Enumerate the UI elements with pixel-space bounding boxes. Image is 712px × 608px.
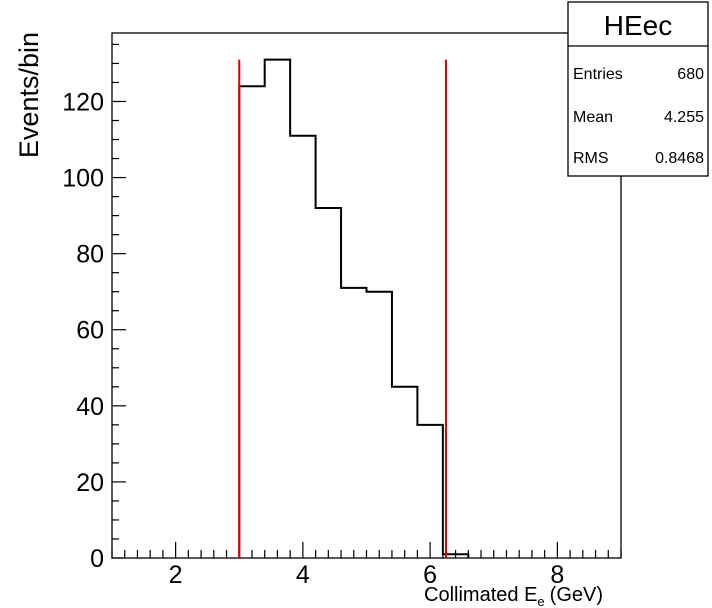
stats-rms-label: RMS — [573, 150, 609, 167]
stats-entries-value: 680 — [677, 66, 704, 83]
y-axis-title: Events/bin — [14, 32, 44, 158]
stats-box: HEec Entries 680 Mean 4.255 RMS 0.8468 — [567, 1, 709, 177]
y-tick-label: 120 — [62, 88, 104, 116]
stats-title: HEec — [604, 10, 672, 41]
y-tick-label: 40 — [76, 393, 104, 421]
stats-rms-value: 0.8468 — [655, 150, 704, 167]
x-tick-label: 6 — [423, 561, 437, 589]
stats-mean-label: Mean — [573, 109, 613, 126]
x-axis-title-unit: (GeV) — [550, 584, 603, 606]
x-tick-label: 4 — [296, 561, 310, 589]
plot-frame — [111, 32, 622, 559]
cut-lines — [238, 59, 448, 558]
x-axis-title-subscript: e — [537, 594, 544, 608]
x-tick-label: 2 — [169, 561, 183, 589]
y-tick-label: 20 — [76, 469, 104, 497]
y-axis: 0 20 40 60 80 100 120 — [62, 43, 126, 573]
x-tick-label: 8 — [550, 561, 564, 589]
histogram-line — [238, 58, 470, 558]
y-tick-label: 80 — [76, 241, 104, 269]
stats-box-frame — [567, 1, 709, 177]
y-tick-label: 100 — [62, 165, 104, 193]
x-axis-title: Collimated Ee (GeV) — [424, 584, 603, 608]
stats-mean-value: 4.255 — [664, 109, 704, 126]
y-tick-label: 0 — [90, 545, 104, 573]
x-axis: 2 4 6 8 — [111, 542, 622, 589]
x-axis-title-main: Collimated E — [424, 584, 537, 606]
stats-entries-label: Entries — [573, 66, 623, 83]
y-tick-label: 60 — [76, 317, 104, 345]
